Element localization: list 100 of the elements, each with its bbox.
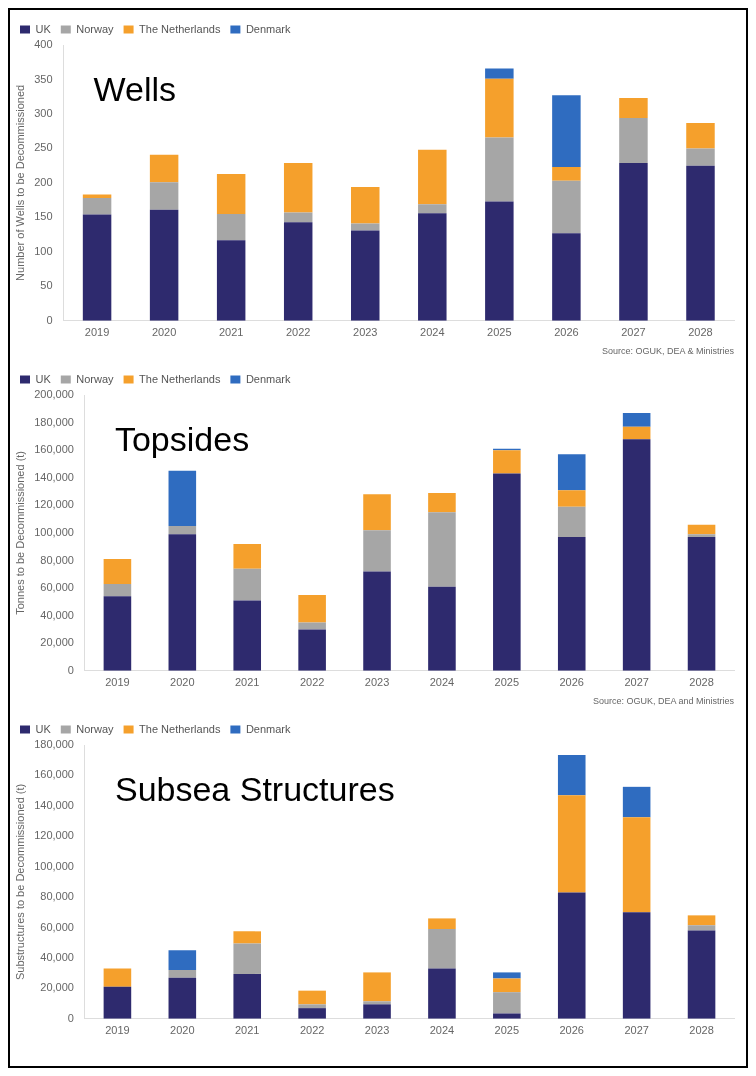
bar: [298, 629, 326, 671]
legend-label: UK: [35, 22, 52, 35]
bar: [298, 990, 326, 1005]
y-tick-label: 160,000: [34, 768, 74, 781]
bar: [298, 594, 326, 623]
bar: [493, 972, 521, 979]
bar: [168, 977, 197, 1019]
bar: [351, 230, 380, 321]
bar: [298, 1004, 326, 1009]
legend-label: The Netherlands: [139, 722, 221, 735]
bar: [233, 973, 262, 1019]
bar: [418, 149, 447, 205]
bar: [619, 98, 648, 119]
bar: [428, 492, 456, 513]
y-tick-label: 350: [34, 72, 53, 85]
bar: [557, 454, 586, 491]
bar: [103, 559, 132, 584]
bar: [298, 1008, 326, 1019]
bar: [233, 943, 262, 974]
bar: [82, 214, 112, 321]
bar: [428, 512, 456, 587]
bar: [687, 524, 716, 535]
bar: [149, 182, 179, 210]
bar: [557, 754, 586, 796]
x-tick-label: 2024: [429, 676, 455, 689]
y-tick-label: 200,000: [34, 388, 74, 401]
bar: [363, 1001, 391, 1005]
bar: [283, 212, 313, 223]
y-tick-label: 180,000: [34, 738, 74, 751]
y-tick-label: 120,000: [34, 498, 74, 511]
y-tick-label: 100,000: [34, 859, 74, 872]
y-tick-label: 40,000: [40, 950, 74, 963]
y-tick-label: 50: [40, 279, 53, 292]
y-tick-label: 140,000: [34, 798, 74, 811]
bar: [418, 213, 447, 321]
bar: [428, 586, 456, 671]
x-tick-label: 2027: [621, 326, 646, 339]
bar: [493, 992, 521, 1014]
x-tick-label: 2028: [689, 676, 714, 689]
x-tick-label: 2022: [299, 1024, 325, 1037]
bar: [686, 122, 715, 149]
bar: [418, 204, 447, 214]
x-tick-label: 2021: [218, 326, 244, 339]
y-tick-label: 120,000: [34, 829, 74, 842]
y-tick-label: 140,000: [34, 470, 74, 483]
bar: [552, 180, 581, 234]
bar: [103, 596, 132, 671]
y-tick-label: 100,000: [34, 525, 74, 538]
bar: [168, 526, 197, 535]
legend-label: Denmark: [245, 372, 292, 385]
x-tick-label: 2024: [420, 326, 445, 339]
bar: [687, 537, 716, 671]
bar: [168, 534, 197, 671]
bar: [485, 137, 514, 202]
x-tick-label: 2022: [299, 676, 325, 689]
y-tick-label: 60,000: [40, 920, 74, 933]
y-tick-label: 80,000: [40, 890, 74, 903]
x-tick-label: 2022: [285, 326, 311, 339]
bar: [687, 915, 716, 926]
x-tick-label: 2028: [689, 1024, 714, 1037]
bar: [622, 412, 651, 427]
y-tick-label: 60,000: [40, 581, 74, 594]
y-tick-label: 0: [67, 663, 74, 676]
y-tick-label: 0: [67, 1011, 74, 1024]
bar: [168, 950, 197, 971]
x-tick-label: 2023: [364, 676, 390, 689]
y-tick-label: 180,000: [34, 415, 74, 428]
bar: [686, 165, 715, 321]
y-tick-label: 200: [34, 175, 53, 188]
bar: [363, 494, 391, 531]
bar: [168, 470, 197, 527]
x-tick-label: 2024: [429, 1024, 455, 1037]
y-tick-label: 80,000: [40, 553, 74, 566]
bar: [82, 198, 112, 215]
bar: [493, 978, 521, 993]
bar: [557, 490, 586, 507]
bar: [619, 162, 648, 321]
bar: [216, 173, 246, 214]
bar: [557, 506, 586, 538]
bar: [216, 240, 246, 321]
x-tick-label: 2019: [105, 676, 130, 689]
y-tick-label: 150: [34, 210, 53, 223]
y-tick-label: 40,000: [40, 608, 74, 621]
source-note: Source: OGUK, DEA & Ministries: [601, 346, 734, 356]
legend-label: UK: [35, 722, 52, 735]
bar: [557, 892, 586, 1019]
y-tick-label: 160,000: [34, 443, 74, 456]
bar: [103, 986, 132, 1019]
legend-label: Denmark: [245, 22, 292, 35]
y-axis-title: Number of Wells to be Decommissioned: [13, 84, 26, 281]
bar: [428, 929, 456, 969]
x-tick-label: 2023: [364, 1024, 390, 1037]
bar: [622, 817, 651, 913]
y-tick-label: 0: [46, 313, 53, 326]
x-tick-label: 2021: [234, 1024, 260, 1037]
bar: [233, 931, 262, 944]
legend-label: UK: [35, 372, 52, 385]
bar: [233, 543, 262, 569]
legend-label: Norway: [76, 372, 115, 385]
text: Subsea Structures: [114, 770, 395, 809]
